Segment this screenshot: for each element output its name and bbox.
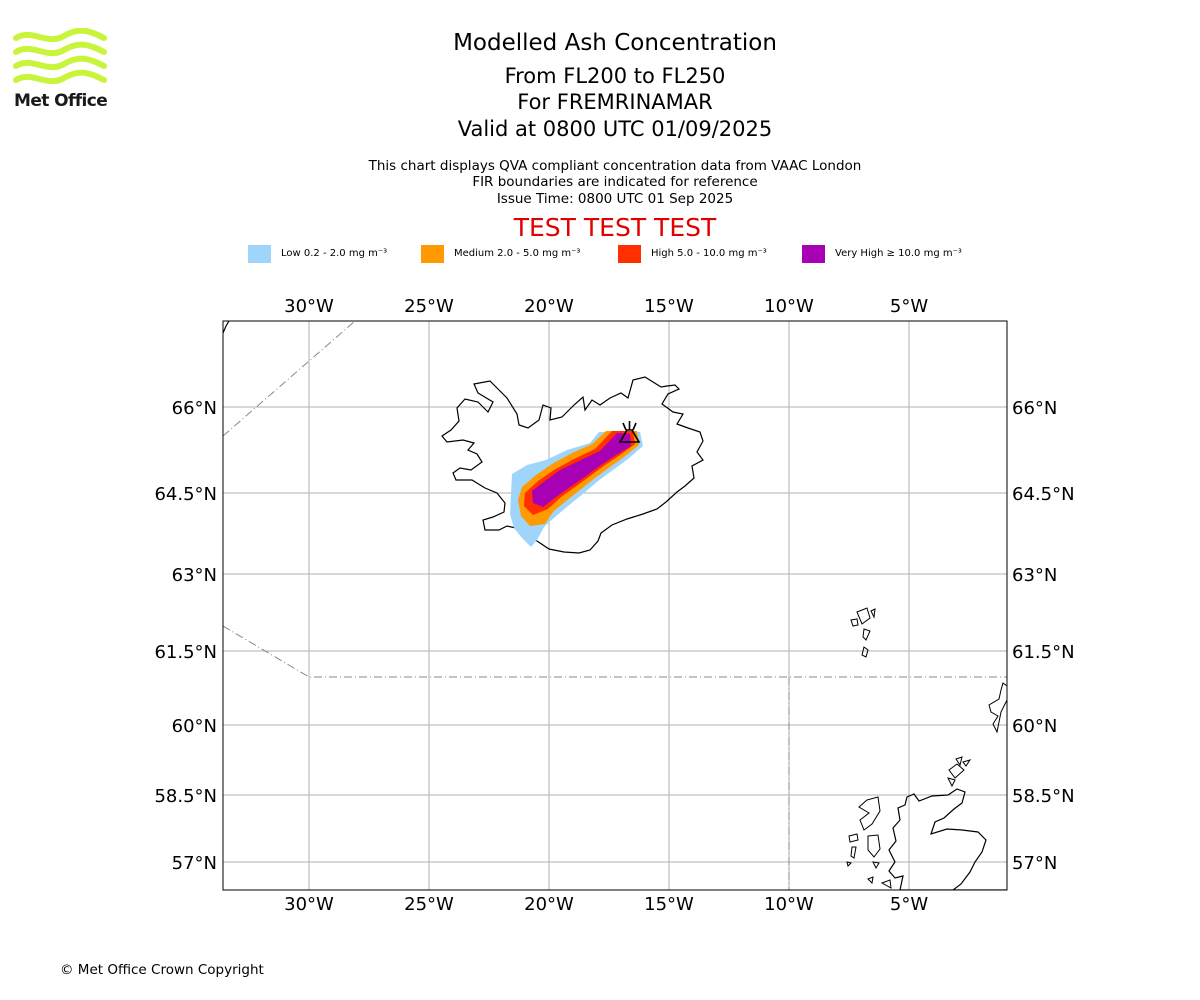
lon-tick-bottom: 25°W	[404, 894, 454, 915]
legend-swatch-medium	[421, 244, 444, 263]
legend-label-low: Low 0.2 - 2.0 mg m⁻³	[281, 248, 388, 259]
lat-tick-left: 66°N	[172, 398, 217, 419]
legend-label-very-high: Very High ≥ 10.0 mg m⁻³	[835, 248, 962, 259]
legend-label-medium: Medium 2.0 - 5.0 mg m⁻³	[454, 248, 581, 259]
map-frame	[222, 320, 1008, 891]
lat-tick-right: 66°N	[1012, 398, 1057, 419]
hebrides-islands	[846, 796, 892, 889]
lon-ticks-top: 30°W 25°W 20°W 15°W 10°W 5°W	[284, 296, 928, 317]
lon-tick-top: 5°W	[890, 296, 928, 317]
lat-tick-right: 63°N	[1012, 565, 1057, 586]
legend-label-high: High 5.0 - 10.0 mg m⁻³	[651, 248, 767, 259]
lat-tick-right: 64.5°N	[1012, 484, 1075, 505]
lat-tick-left: 64.5°N	[154, 484, 217, 505]
lat-ticks-right: 66°N 64.5°N 63°N 61.5°N 60°N 58.5°N 57°N	[1012, 398, 1075, 874]
issue-time: Issue Time: 0800 UTC 01 Sep 2025	[496, 191, 734, 207]
legend-item-medium: Medium 2.0 - 5.0 mg m⁻³	[421, 244, 580, 263]
lat-tick-right: 57°N	[1012, 853, 1057, 874]
flight-level-range: From FL200 to FL250	[504, 64, 726, 88]
legend-item-high: High 5.0 - 10.0 mg m⁻³	[618, 244, 767, 263]
lon-tick-bottom: 5°W	[890, 894, 928, 915]
lat-tick-left: 57°N	[172, 853, 217, 874]
ash-very-high	[532, 433, 631, 507]
lon-tick-top: 20°W	[524, 296, 574, 317]
greenland-coastline	[223, 321, 230, 334]
ash-plume	[510, 431, 643, 547]
lon-tick-bottom: 10°W	[764, 894, 814, 915]
description-line-1: This chart displays QVA compliant concen…	[368, 158, 862, 174]
legend-item-low: Low 0.2 - 2.0 mg m⁻³	[248, 244, 387, 263]
copyright-notice: © Met Office Crown Copyright	[60, 962, 264, 978]
lat-ticks-left: 66°N 64.5°N 63°N 61.5°N 60°N 58.5°N 57°N	[154, 398, 217, 874]
logo-text: Met Office	[14, 91, 108, 111]
lat-tick-left: 58.5°N	[154, 786, 217, 807]
lat-tick-left: 63°N	[172, 565, 217, 586]
lon-tick-top: 25°W	[404, 296, 454, 317]
fir-boundaries	[223, 321, 1007, 890]
lat-tick-left: 60°N	[172, 716, 217, 737]
legend-swatch-low	[248, 244, 271, 263]
shetland-islands	[988, 682, 1007, 734]
gridlines	[223, 321, 1007, 890]
scotland-coastline	[888, 788, 1007, 890]
legend-swatch-high	[618, 244, 641, 263]
description-line-2: FIR boundaries are indicated for referen…	[472, 174, 758, 190]
iceland-coastline	[441, 376, 704, 554]
met-office-logo	[13, 28, 107, 85]
lat-tick-right: 58.5°N	[1012, 786, 1075, 807]
valid-time-line: Valid at 0800 UTC 01/09/2025	[457, 117, 773, 141]
legend-swatch-very-high	[802, 244, 825, 263]
lon-tick-top: 15°W	[644, 296, 694, 317]
lon-tick-bottom: 15°W	[644, 894, 694, 915]
orkney-islands	[947, 756, 972, 788]
volcano-name-line: For FREMRINAMAR	[517, 90, 713, 114]
legend-item-very-high: Very High ≥ 10.0 mg m⁻³	[802, 244, 962, 263]
test-banner: TEST TEST TEST	[513, 213, 717, 242]
lon-ticks-bottom: 30°W 25°W 20°W 15°W 10°W 5°W	[284, 894, 928, 915]
lat-tick-right: 60°N	[1012, 716, 1057, 737]
lon-tick-bottom: 20°W	[524, 894, 574, 915]
lon-tick-top: 10°W	[764, 296, 814, 317]
lon-tick-top: 30°W	[284, 296, 334, 317]
chart-title: Modelled Ash Concentration	[453, 30, 777, 56]
faroe-islands	[850, 607, 876, 658]
volcano-icon	[618, 421, 641, 443]
lat-tick-left: 61.5°N	[154, 642, 217, 663]
lon-tick-bottom: 30°W	[284, 894, 334, 915]
lat-tick-right: 61.5°N	[1012, 642, 1075, 663]
